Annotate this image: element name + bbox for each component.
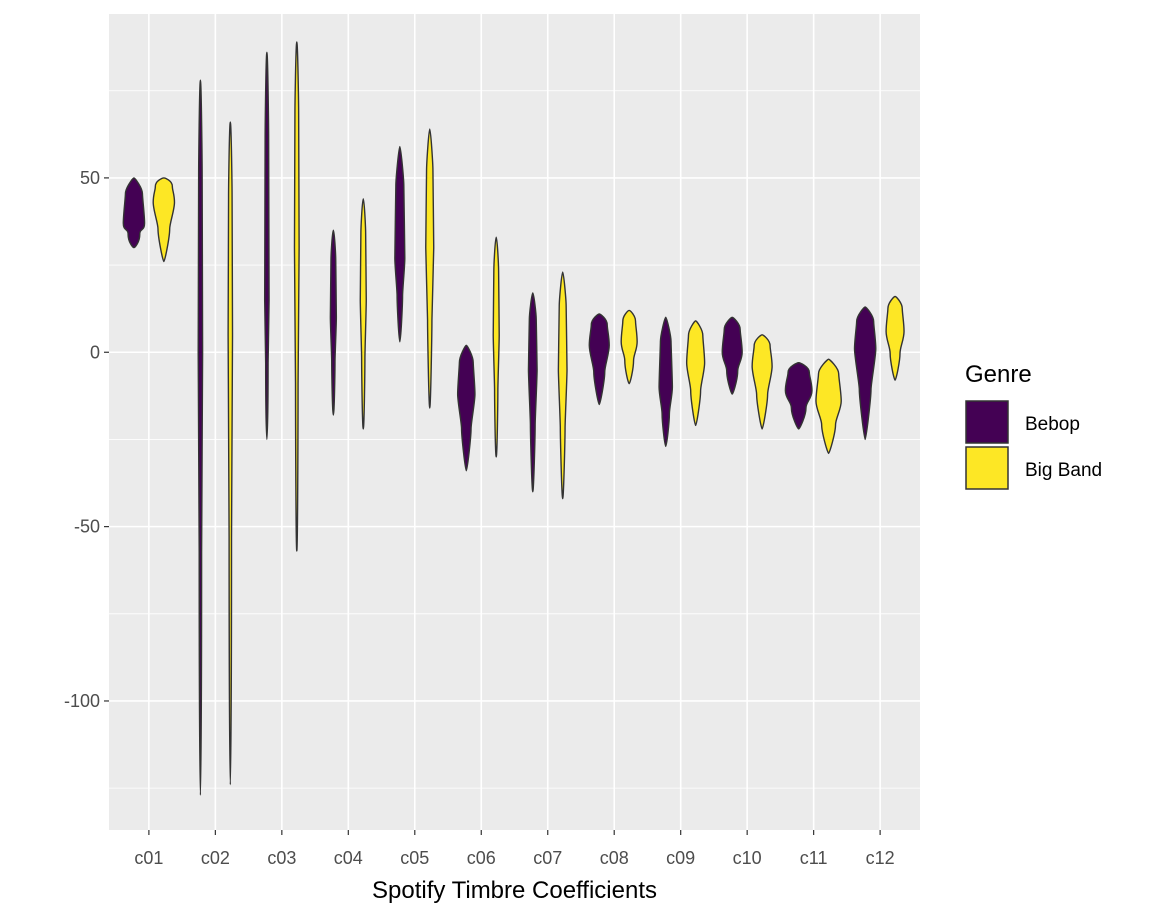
- y-tick-label: 50: [80, 168, 100, 188]
- violin-bebop-c12: [853, 306, 877, 441]
- violin-big-band-c01: [152, 177, 176, 263]
- violin-bebop-c01: [122, 177, 146, 249]
- legend-label-big-band: Big Band: [1025, 460, 1102, 481]
- x-axis: c01 c02 c03 c04 c05 c06 c07 c08 c09 c10 c11 c12: [134, 830, 895, 868]
- violins: [122, 41, 905, 796]
- x-axis-title: Spotify Timbre Coefficients: [372, 877, 657, 904]
- x-tick-label: c12: [866, 848, 895, 868]
- violin-big-band-c05: [425, 128, 435, 409]
- violin-bebop-c04: [329, 229, 338, 416]
- violin-bebop-c05: [394, 145, 406, 343]
- x-tick-label: c04: [334, 848, 363, 868]
- violin-big-band-c11: [815, 358, 842, 455]
- x-tick-label: c01: [134, 848, 163, 868]
- legend: Genre Bebop Big Band: [965, 361, 1102, 490]
- x-tick-label: c09: [666, 848, 695, 868]
- violin-big-band-c09: [685, 320, 706, 427]
- x-tick-label: c08: [600, 848, 629, 868]
- violin-bebop-c07: [527, 292, 538, 493]
- grid: [109, 14, 920, 830]
- violin-bebop-c03: [263, 51, 270, 441]
- violin-bebop-c08: [588, 313, 610, 406]
- violin-big-band-c08: [620, 309, 638, 385]
- y-tick-label: -100: [64, 691, 100, 711]
- x-tick-label: c05: [400, 848, 429, 868]
- x-tick-label: c11: [800, 848, 828, 868]
- violin-bebop-c09: [658, 316, 674, 448]
- x-tick-label: c10: [733, 848, 762, 868]
- y-tick-label: 0: [90, 342, 100, 362]
- legend-label-bebop: Bebop: [1025, 414, 1080, 435]
- violin-bebop-c06: [456, 344, 476, 472]
- violin-big-band-c04: [359, 198, 367, 430]
- violin-big-band-c10: [751, 334, 773, 430]
- violin-bebop-c10: [721, 316, 743, 395]
- violin-big-band-c02: [227, 121, 234, 786]
- x-tick-label: c02: [201, 848, 230, 868]
- plot-panel: [109, 14, 920, 830]
- y-axis: -100 -50 0 50: [64, 168, 109, 711]
- legend-key-bebop: [965, 400, 1009, 444]
- x-tick-label: c03: [267, 848, 296, 868]
- y-tick-label: -50: [74, 517, 100, 537]
- legend-title: Genre: [965, 361, 1032, 388]
- violin-big-band-c03: [293, 41, 300, 552]
- violin-big-band-c12: [885, 295, 905, 381]
- legend-key-big-band: [965, 446, 1009, 490]
- violin-big-band-c06: [492, 236, 500, 458]
- x-tick-label: c07: [533, 848, 562, 868]
- violin-bebop-c11: [784, 362, 813, 430]
- violin-bebop-c02: [197, 79, 204, 796]
- x-tick-label: c06: [467, 848, 496, 868]
- violin-big-band-c07: [557, 271, 568, 500]
